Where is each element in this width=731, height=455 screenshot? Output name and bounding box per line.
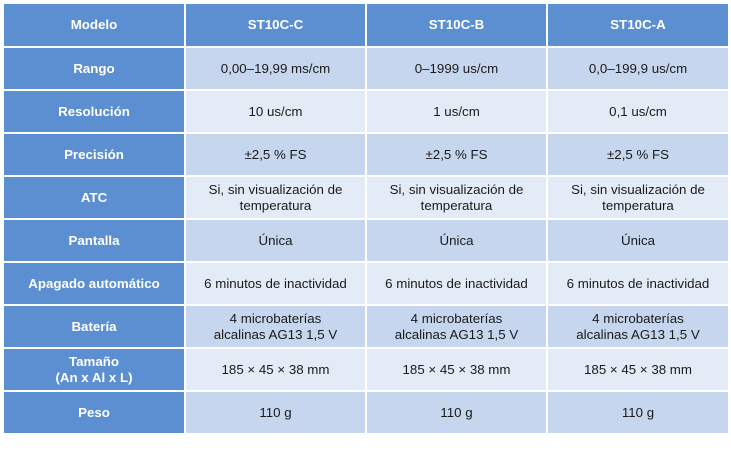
table-cell: 4 microbaterías alcalinas AG13 1,5 V [546, 304, 730, 349]
row-label: Apagado automático [2, 261, 186, 306]
table-cell: 0–1999 us/cm [365, 46, 548, 91]
table-cell: 4 microbaterías alcalinas AG13 1,5 V [365, 304, 548, 349]
table-cell: 6 minutos de inactividad [546, 261, 730, 306]
table-row-atc: ATC Si, sin visualización de temperatura… [2, 175, 730, 220]
row-label: ATC [2, 175, 186, 220]
row-label: Rango [2, 46, 186, 91]
row-label: Precisión [2, 132, 186, 177]
table-cell: 185 × 45 × 38 mm [365, 347, 548, 392]
table-header-row: Modelo ST10C-C ST10C-B ST10C-A [2, 2, 730, 48]
row-label: Tamaño (An x Al x L) [2, 347, 186, 392]
table-cell: 185 × 45 × 38 mm [184, 347, 367, 392]
table-row-rango: Rango 0,00–19,99 ms/cm 0–1999 us/cm 0,0–… [2, 46, 730, 91]
table-cell: ±2,5 % FS [365, 132, 548, 177]
table-row-tamano: Tamaño (An x Al x L) 185 × 45 × 38 mm 18… [2, 347, 730, 392]
table-cell: 1 us/cm [365, 89, 548, 134]
table-row-bateria: Batería 4 microbaterías alcalinas AG13 1… [2, 304, 730, 349]
table-row-resolucion: Resolución 10 us/cm 1 us/cm 0,1 us/cm [2, 89, 730, 134]
row-label: Batería [2, 304, 186, 349]
table-row-pantalla: Pantalla Única Única Única [2, 218, 730, 263]
table-cell: ±2,5 % FS [184, 132, 367, 177]
row-label: Peso [2, 390, 186, 435]
row-label: Pantalla [2, 218, 186, 263]
table-row-precision: Precisión ±2,5 % FS ±2,5 % FS ±2,5 % FS [2, 132, 730, 177]
header-model-st10c-c: ST10C-C [184, 2, 367, 48]
table-cell: Única [184, 218, 367, 263]
table-cell: 110 g [184, 390, 367, 435]
table-cell: Si, sin visualización de temperatura [365, 175, 548, 220]
table-cell: 0,00–19,99 ms/cm [184, 46, 367, 91]
table-cell: 4 microbaterías alcalinas AG13 1,5 V [184, 304, 367, 349]
header-model-st10c-a: ST10C-A [546, 2, 730, 48]
table-cell: 185 × 45 × 38 mm [546, 347, 730, 392]
table-cell: Única [365, 218, 548, 263]
specifications-table: Modelo ST10C-C ST10C-B ST10C-A Rango 0,0… [2, 2, 730, 435]
table-cell: 10 us/cm [184, 89, 367, 134]
table-cell: 0,0–199,9 us/cm [546, 46, 730, 91]
table-row-apagado-automatico: Apagado automático 6 minutos de inactivi… [2, 261, 730, 306]
table-cell: Única [546, 218, 730, 263]
table-cell: ±2,5 % FS [546, 132, 730, 177]
table-cell: 6 minutos de inactividad [184, 261, 367, 306]
table-cell: 110 g [546, 390, 730, 435]
header-model-st10c-b: ST10C-B [365, 2, 548, 48]
table-cell: 0,1 us/cm [546, 89, 730, 134]
row-label: Resolución [2, 89, 186, 134]
table-cell: Si, sin visualización de temperatura [546, 175, 730, 220]
header-model-label: Modelo [2, 2, 186, 48]
table-cell: Si, sin visualización de temperatura [184, 175, 367, 220]
table-cell: 110 g [365, 390, 548, 435]
table-cell: 6 minutos de inactividad [365, 261, 548, 306]
table-row-peso: Peso 110 g 110 g 110 g [2, 390, 730, 435]
